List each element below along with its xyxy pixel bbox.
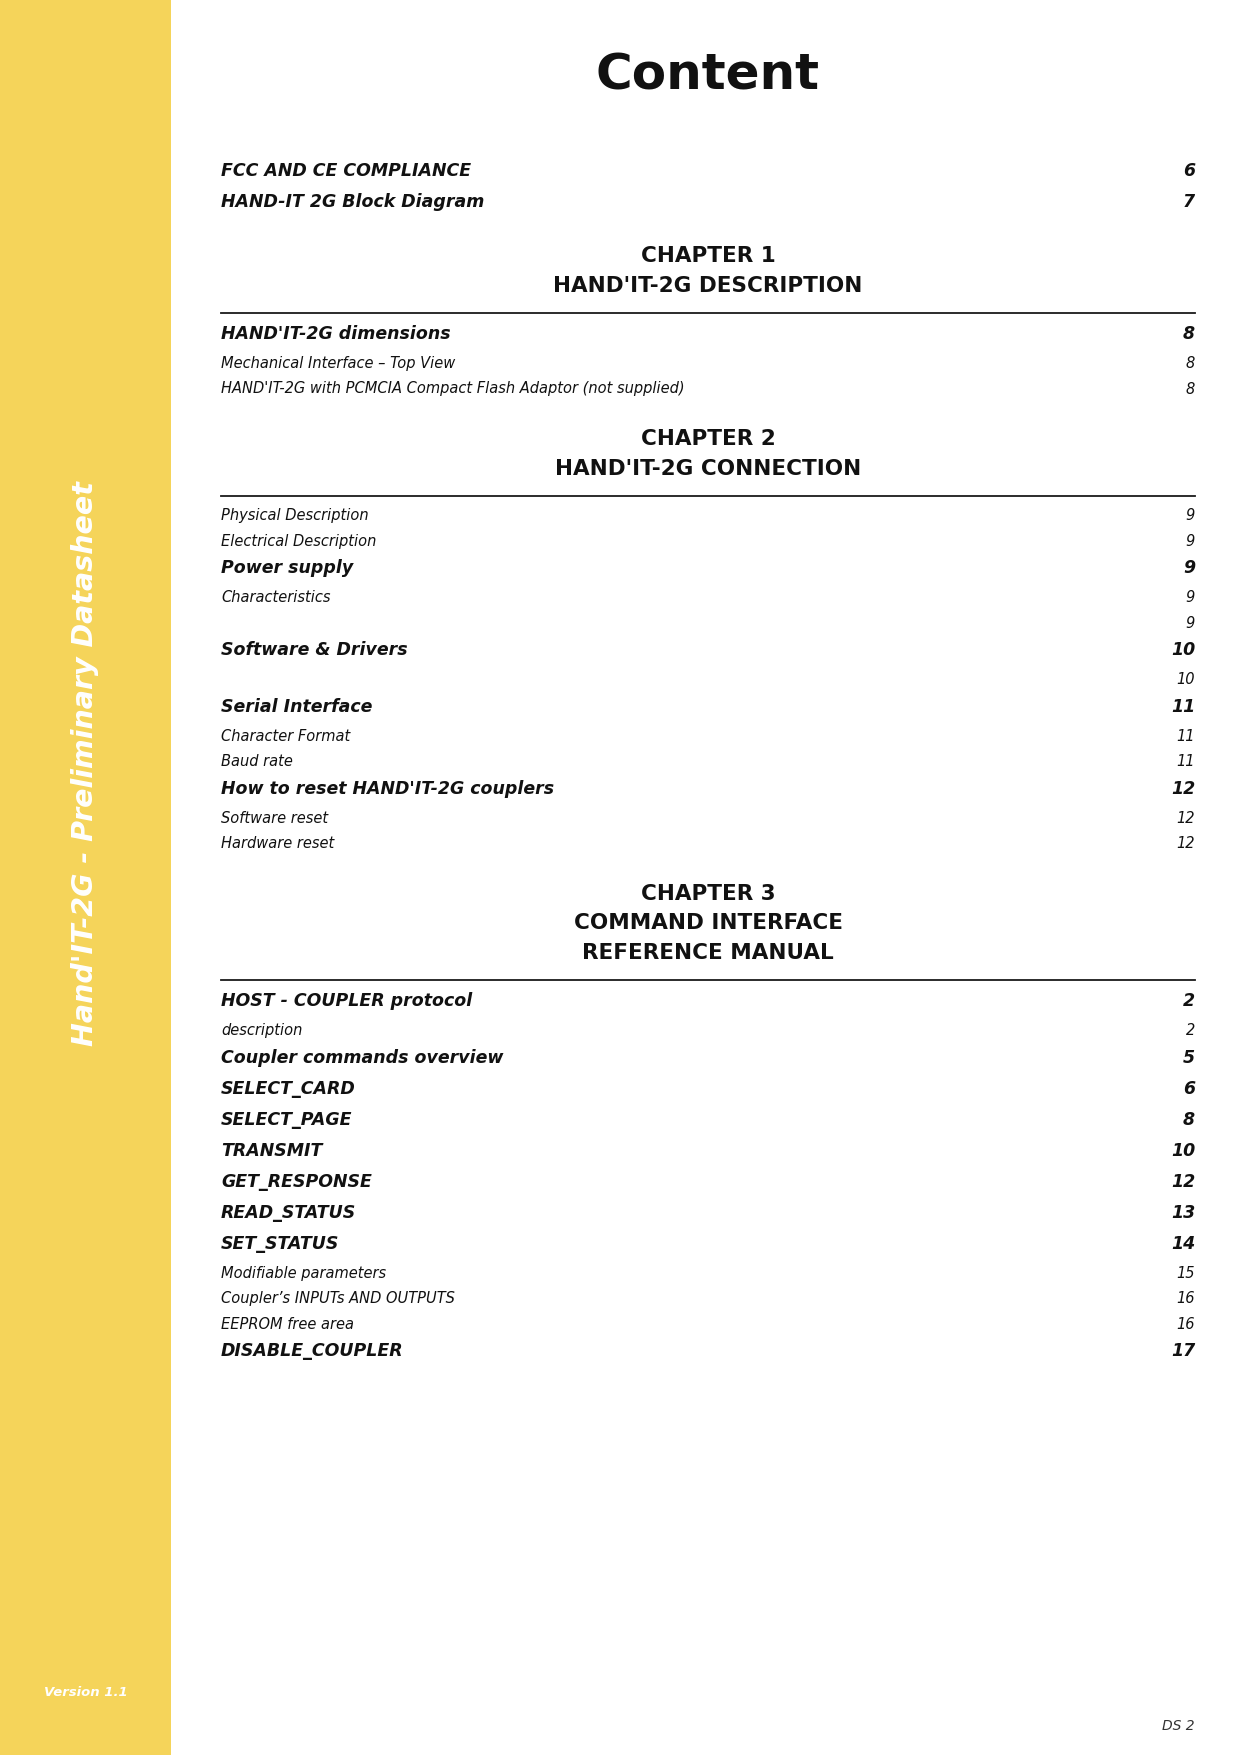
Text: Physical Description: Physical Description <box>221 507 368 523</box>
Text: TRANSMIT: TRANSMIT <box>221 1141 322 1160</box>
Text: 8: 8 <box>1183 325 1195 342</box>
Text: 6: 6 <box>1183 1079 1195 1097</box>
Text: 9: 9 <box>1185 507 1195 523</box>
Text: 17: 17 <box>1171 1343 1195 1360</box>
Text: HAND'IT-2G with PCMCIA Compact Flash Adaptor (not supplied): HAND'IT-2G with PCMCIA Compact Flash Ada… <box>221 381 684 397</box>
Text: READ_STATUS: READ_STATUS <box>221 1204 356 1221</box>
Text: 9: 9 <box>1183 560 1195 577</box>
Text: Software & Drivers: Software & Drivers <box>221 641 408 658</box>
Text: Mechanical Interface – Top View: Mechanical Interface – Top View <box>221 356 455 370</box>
Text: Content: Content <box>596 53 820 100</box>
Text: Serial Interface: Serial Interface <box>221 697 372 716</box>
Text: DISABLE_COUPLER: DISABLE_COUPLER <box>221 1343 404 1360</box>
Text: DS 2: DS 2 <box>1162 1718 1195 1732</box>
Text: HAND'IT-2G DESCRIPTION: HAND'IT-2G DESCRIPTION <box>553 276 863 295</box>
Text: HAND'IT-2G CONNECTION: HAND'IT-2G CONNECTION <box>554 458 861 479</box>
Text: How to reset HAND'IT-2G couplers: How to reset HAND'IT-2G couplers <box>221 779 554 797</box>
Text: Power supply: Power supply <box>221 560 353 577</box>
Text: Character Format: Character Format <box>221 728 350 744</box>
Text: 11: 11 <box>1177 728 1195 744</box>
Text: Version 1.1: Version 1.1 <box>43 1687 128 1699</box>
Text: 14: 14 <box>1171 1234 1195 1253</box>
Text: 12: 12 <box>1177 811 1195 825</box>
Text: 10: 10 <box>1171 1141 1195 1160</box>
Text: 8: 8 <box>1185 356 1195 370</box>
Text: 2: 2 <box>1183 992 1195 1009</box>
Text: 12: 12 <box>1177 835 1195 851</box>
Text: Coupler commands overview: Coupler commands overview <box>221 1048 503 1067</box>
Text: 15: 15 <box>1177 1265 1195 1281</box>
Text: 9: 9 <box>1185 590 1195 605</box>
Text: 5: 5 <box>1183 1048 1195 1067</box>
Text: 10: 10 <box>1177 672 1195 686</box>
Text: Hand'IT-2G - Preliminary Datasheet: Hand'IT-2G - Preliminary Datasheet <box>72 481 99 1046</box>
Text: 2: 2 <box>1185 1023 1195 1037</box>
Text: 11: 11 <box>1177 755 1195 769</box>
Text: HOST - COUPLER protocol: HOST - COUPLER protocol <box>221 992 472 1009</box>
Text: SELECT_PAGE: SELECT_PAGE <box>221 1111 352 1128</box>
Text: 12: 12 <box>1171 1172 1195 1190</box>
Text: REFERENCE MANUAL: REFERENCE MANUAL <box>582 942 833 962</box>
Text: Coupler’s INPUTs AND OUTPUTS: Coupler’s INPUTs AND OUTPUTS <box>221 1292 455 1306</box>
Text: 16: 16 <box>1177 1292 1195 1306</box>
Text: COMMAND INTERFACE: COMMAND INTERFACE <box>573 913 842 934</box>
Text: EEPROM free area: EEPROM free area <box>221 1316 353 1332</box>
Bar <box>0 0 171 1755</box>
Text: HAND'IT-2G dimensions: HAND'IT-2G dimensions <box>221 325 450 342</box>
Text: CHAPTER 2: CHAPTER 2 <box>641 428 775 449</box>
Text: 13: 13 <box>1171 1204 1195 1221</box>
Text: GET_RESPONSE: GET_RESPONSE <box>221 1172 372 1190</box>
Text: description: description <box>221 1023 303 1037</box>
Text: CHAPTER 1: CHAPTER 1 <box>641 246 775 267</box>
Text: Baud rate: Baud rate <box>221 755 293 769</box>
Text: 9: 9 <box>1185 534 1195 549</box>
Text: Characteristics: Characteristics <box>221 590 331 605</box>
Text: 16: 16 <box>1177 1316 1195 1332</box>
Text: 6: 6 <box>1183 161 1195 181</box>
Text: 8: 8 <box>1185 381 1195 397</box>
Text: HAND-IT 2G Block Diagram: HAND-IT 2G Block Diagram <box>221 193 485 211</box>
Text: 11: 11 <box>1171 697 1195 716</box>
Text: SET_STATUS: SET_STATUS <box>221 1234 340 1253</box>
Text: 8: 8 <box>1183 1111 1195 1128</box>
Text: 10: 10 <box>1171 641 1195 658</box>
Text: 7: 7 <box>1183 193 1195 211</box>
Text: 12: 12 <box>1171 779 1195 797</box>
Text: Software reset: Software reset <box>221 811 329 825</box>
Text: 9: 9 <box>1185 616 1195 630</box>
Text: Modifiable parameters: Modifiable parameters <box>221 1265 386 1281</box>
Text: CHAPTER 3: CHAPTER 3 <box>641 883 775 904</box>
Text: Electrical Description: Electrical Description <box>221 534 377 549</box>
Text: Hardware reset: Hardware reset <box>221 835 335 851</box>
Text: FCC AND CE COMPLIANCE: FCC AND CE COMPLIANCE <box>221 161 471 181</box>
Text: SELECT_CARD: SELECT_CARD <box>221 1079 356 1097</box>
